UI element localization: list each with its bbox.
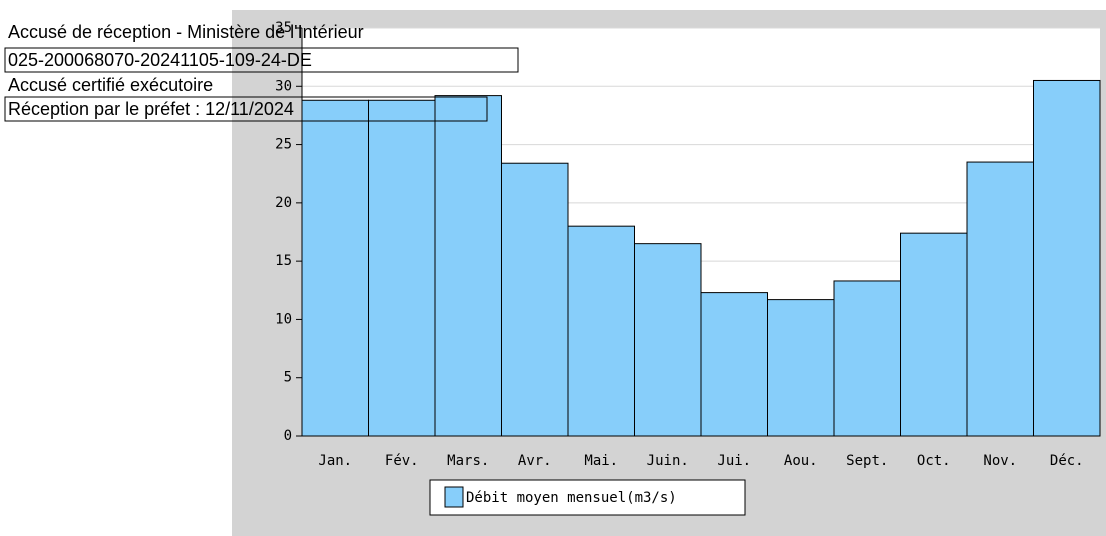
legend-swatch (444, 486, 464, 508)
stamp-box (4, 96, 488, 122)
x-tick-label: Jan. (318, 453, 352, 469)
x-tick-label: Mai. (584, 453, 618, 469)
legend (429, 479, 746, 516)
y-tick-label: 25 (275, 137, 292, 153)
bar (767, 299, 835, 437)
stamp-box (4, 47, 519, 73)
bar (1033, 79, 1101, 437)
y-tick-label: 5 (284, 370, 292, 386)
x-tick-label: Jui. (717, 453, 751, 469)
bar (700, 292, 768, 437)
bar (966, 161, 1034, 437)
x-tick-label: Déc. (1050, 453, 1084, 469)
y-tick-label: 20 (275, 195, 292, 211)
x-tick-label: Juin. (647, 453, 689, 469)
legend-label: Débit moyen mensuel(m3/s) (466, 490, 677, 506)
x-tick-label: Aou. (784, 453, 818, 469)
x-tick-label: Fév. (385, 453, 419, 469)
bar (833, 280, 901, 437)
x-tick-label: Sept. (846, 453, 888, 469)
bar (634, 243, 702, 437)
x-tick-label: Nov. (983, 453, 1017, 469)
x-tick-label: Mars. (447, 453, 489, 469)
bar (368, 99, 436, 437)
stamp-text: Accusé de réception - Ministère de l'Int… (8, 22, 364, 42)
bar (301, 99, 369, 437)
bar (501, 162, 569, 437)
y-tick-label: 0 (284, 428, 292, 444)
stamp-text: Réception par le préfet : 12/11/2024 (8, 99, 294, 119)
y-tick-label: 15 (275, 253, 292, 269)
y-tick-label: 30 (275, 78, 292, 94)
y-tick-label: 35 (275, 20, 292, 36)
x-tick-label: Avr. (518, 453, 552, 469)
stamp-text: Accusé certifié exécutoire (8, 75, 213, 95)
bar (567, 225, 635, 437)
y-tick-label: 10 (275, 311, 292, 327)
stamp-text: 025-200068070-20241105-109-24-DE (8, 50, 312, 70)
bar (900, 232, 968, 437)
x-tick-label: Oct. (917, 453, 951, 469)
bar (434, 95, 502, 437)
